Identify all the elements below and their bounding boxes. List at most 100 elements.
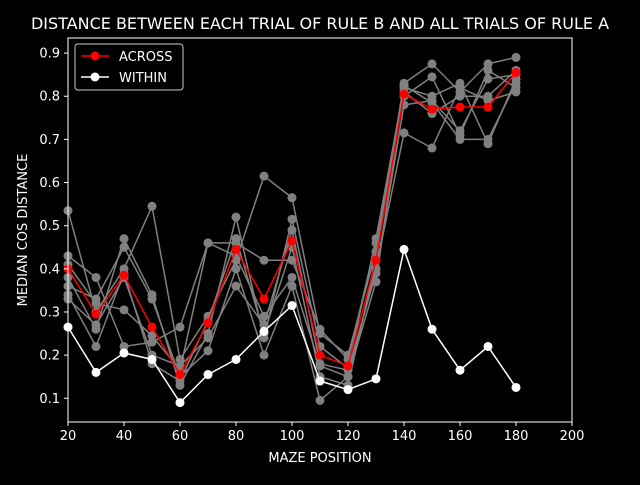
trial-series-point xyxy=(455,134,465,144)
trial-series-point xyxy=(287,214,297,224)
plot-frame xyxy=(67,37,573,423)
y-tick-label: 0.4 xyxy=(39,262,60,277)
trial-series-point xyxy=(427,72,437,82)
within-series-point xyxy=(231,354,241,364)
trial-series-point xyxy=(315,395,325,405)
legend-within-label: WITHIN xyxy=(119,71,167,86)
y-tick-label: 0.3 xyxy=(39,305,60,320)
trial-series-point xyxy=(371,277,381,287)
y-tick-label: 0.7 xyxy=(39,133,60,148)
y-tick-label: 0.2 xyxy=(39,349,60,364)
trial-series-point xyxy=(175,376,185,386)
trial-series-point xyxy=(231,264,241,274)
x-tick-label: 160 xyxy=(448,429,473,444)
x-tick-label: 60 xyxy=(172,429,189,444)
across-series-point xyxy=(203,318,213,328)
trial-series-point xyxy=(259,350,269,360)
trial-series-point xyxy=(91,298,101,308)
within-series-point xyxy=(315,376,325,386)
trial-series-point xyxy=(455,83,465,93)
trial-series-point xyxy=(427,98,437,108)
within-series-point xyxy=(455,365,465,375)
x-axis: 20 40 60 80 100 120 140 160 180 200 xyxy=(60,422,585,444)
x-tick-label: 20 xyxy=(60,429,77,444)
trial-series-point xyxy=(287,272,297,282)
trial-series-point xyxy=(203,333,213,343)
trial-series-point xyxy=(427,143,437,153)
trial-series-point xyxy=(91,341,101,351)
across-series-point xyxy=(399,89,409,99)
trial-series-point xyxy=(259,311,269,321)
trial-series-point xyxy=(511,52,521,62)
trial-series-point xyxy=(231,212,241,222)
within-series-point xyxy=(483,341,493,351)
across-series-point xyxy=(483,102,493,112)
y-tick-label: 0.5 xyxy=(39,219,60,234)
y-axis-label: MEDIAN COS DISTANCE xyxy=(16,154,31,307)
trial-series-point xyxy=(287,193,297,203)
within-series-point xyxy=(119,348,129,358)
trial-series-point xyxy=(427,59,437,69)
trial-series-point xyxy=(287,225,297,235)
trial-series-point xyxy=(203,346,213,356)
y-tick-label: 0.1 xyxy=(39,392,60,407)
within-series-point xyxy=(203,370,213,380)
trial-series-point xyxy=(91,272,101,282)
y-tick-label: 0.8 xyxy=(39,90,60,105)
within-series-point xyxy=(175,398,185,408)
across-series-point xyxy=(315,350,325,360)
across-series-point xyxy=(259,294,269,304)
x-tick-label: 80 xyxy=(228,429,245,444)
trial-series-point xyxy=(483,65,493,75)
across-series-point xyxy=(343,361,353,371)
across-series-point xyxy=(371,255,381,265)
trial-series-point xyxy=(315,324,325,334)
across-series-point xyxy=(147,322,157,332)
legend-across-marker xyxy=(90,51,100,61)
trial-series-point xyxy=(511,78,521,88)
x-tick-label: 180 xyxy=(504,429,529,444)
x-tick-label: 120 xyxy=(336,429,361,444)
trial-series-point xyxy=(175,322,185,332)
trial-series-point xyxy=(147,331,157,341)
trial-series-point xyxy=(399,128,409,138)
trial-series-point xyxy=(483,59,493,69)
trial-series-point xyxy=(91,320,101,330)
across-series-point xyxy=(511,68,521,78)
within-series-point xyxy=(371,374,381,384)
across-series-point xyxy=(427,104,437,114)
within-series-point xyxy=(287,301,297,311)
trial-series-point xyxy=(259,255,269,265)
within-series-point xyxy=(427,324,437,334)
y-tick-label: 0.9 xyxy=(39,47,60,62)
trial-series-point xyxy=(511,87,521,97)
x-tick-label: 140 xyxy=(392,429,417,444)
trial-series-point xyxy=(147,201,157,211)
trial-series-point xyxy=(259,171,269,181)
trial-series-point xyxy=(231,281,241,291)
trial-series-point xyxy=(483,134,493,144)
trial-series-point xyxy=(119,305,129,315)
trial-series-point xyxy=(119,341,129,351)
x-tick-label: 200 xyxy=(560,429,585,444)
trial-series-point xyxy=(147,294,157,304)
within-series-point xyxy=(91,367,101,377)
across-series-point xyxy=(91,309,101,319)
y-tick-label: 0.6 xyxy=(39,176,60,191)
within-series-point xyxy=(259,326,269,336)
trial-series-point xyxy=(203,238,213,248)
within-series-point xyxy=(511,382,521,392)
within-series-point xyxy=(147,354,157,364)
trial-series-point xyxy=(119,234,129,244)
trial-series-point xyxy=(455,91,465,101)
across-series-point xyxy=(119,270,129,280)
across-series-point xyxy=(175,370,185,380)
trial-series-point xyxy=(231,234,241,244)
trial-series-point xyxy=(147,337,157,347)
x-axis-label: MAZE POSITION xyxy=(268,451,371,466)
x-tick-label: 100 xyxy=(280,429,305,444)
y-axis: 0.1 0.2 0.3 0.4 0.5 0.6 0.7 0.8 0.9 xyxy=(39,47,68,407)
trial-series-point xyxy=(399,80,409,90)
within-series-point xyxy=(399,244,409,254)
